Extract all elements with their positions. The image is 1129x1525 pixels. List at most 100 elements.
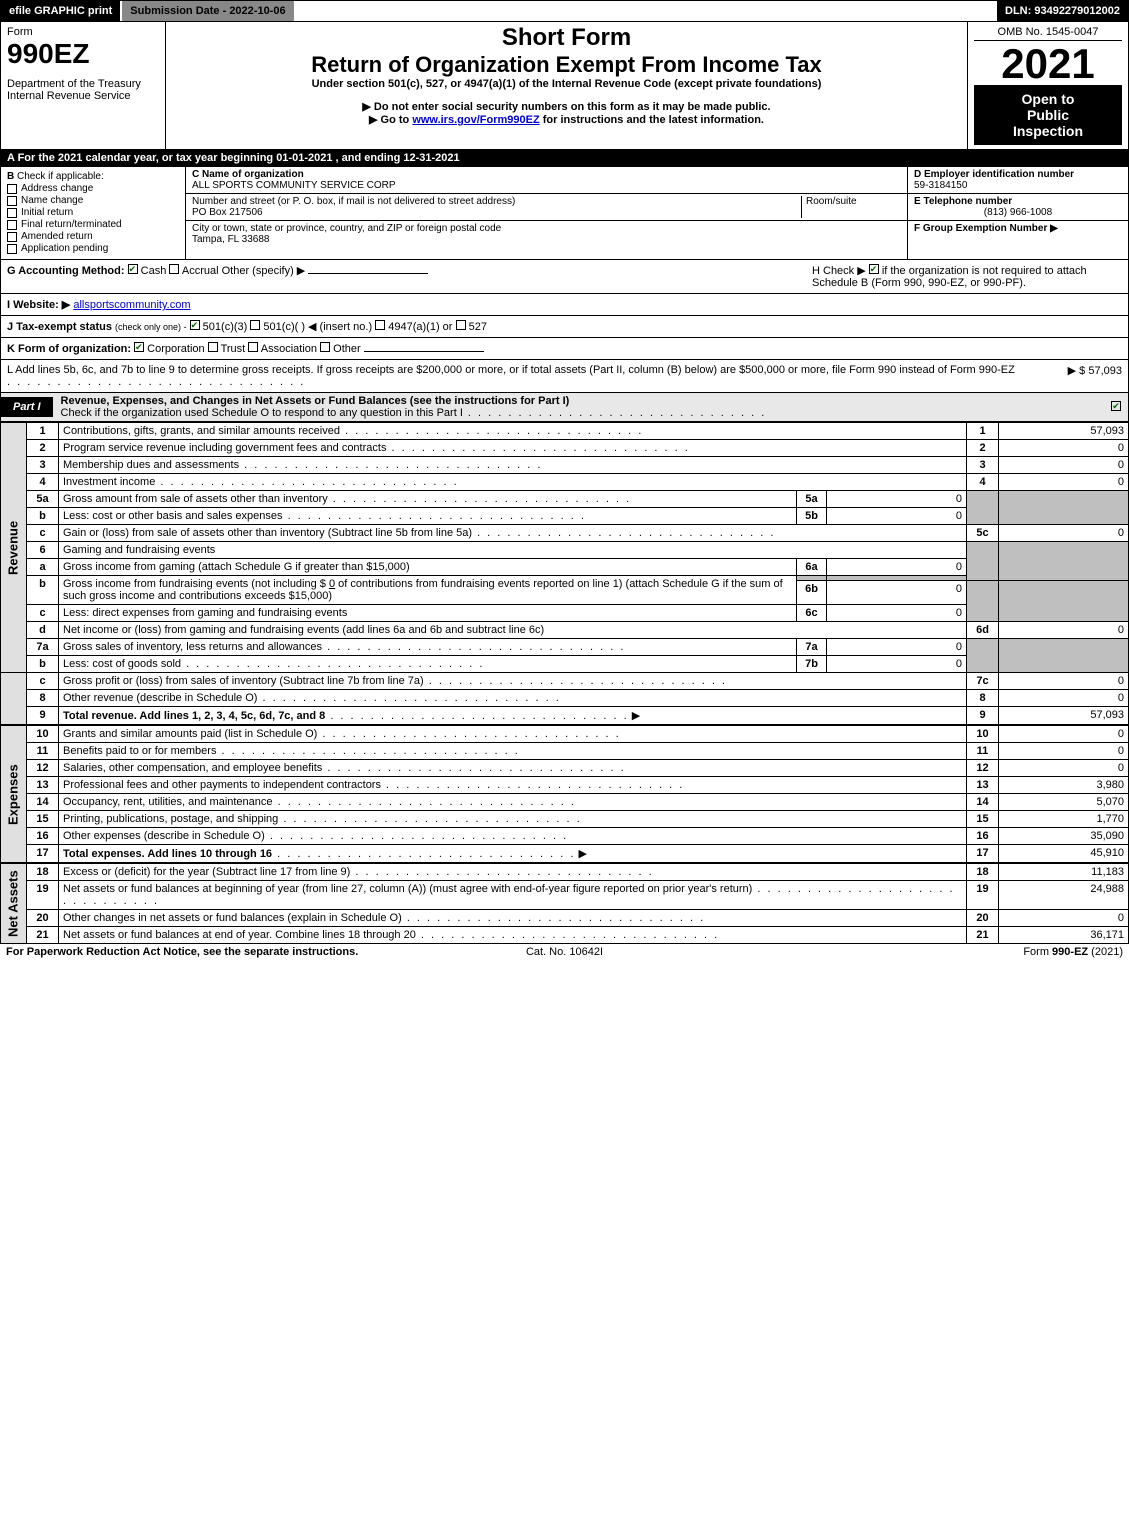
tax-year: 2021 — [974, 43, 1122, 85]
checkbox-accrual[interactable] — [169, 264, 179, 274]
checkbox-corporation[interactable] — [134, 342, 144, 352]
line-5a-no: 5a — [27, 491, 59, 508]
line-6b-no: b — [27, 576, 59, 605]
column-def: D Employer identification number 59-3184… — [908, 167, 1128, 259]
line-10-desc: Grants and similar amounts paid (list in… — [59, 726, 967, 743]
l-text: L Add lines 5b, 6c, and 7b to line 9 to … — [7, 364, 1015, 376]
line-5c-desc: Gain or (loss) from sale of assets other… — [59, 525, 967, 542]
ein-cell: D Employer identification number 59-3184… — [908, 167, 1128, 194]
short-form-label: Short Form — [172, 24, 961, 52]
section-gh: G Accounting Method: Cash Accrual Other … — [0, 260, 1129, 294]
c-name-label: C Name of organization — [192, 169, 304, 180]
website-link[interactable]: allsportscommunity.com — [73, 299, 190, 311]
line-2-no: 2 — [27, 440, 59, 457]
line-9-desc: Total revenue. Add lines 1, 2, 3, 4, 5c,… — [59, 707, 967, 725]
line-15-no: 15 — [27, 811, 59, 828]
k-corporation: Corporation — [147, 343, 204, 355]
line-21-col: 21 — [967, 927, 999, 944]
line-4-col: 4 — [967, 474, 999, 491]
line-6bc-greyval — [999, 581, 1129, 622]
line-5ab-greycol — [967, 491, 999, 525]
checkbox-schedule-o[interactable] — [1111, 401, 1121, 411]
line-4-val: 0 — [999, 474, 1129, 491]
ein-label: D Employer identification number — [914, 169, 1074, 180]
checkbox-name-change[interactable] — [7, 196, 17, 206]
line-6b-sub: 6b — [797, 581, 827, 605]
checkbox-final-return[interactable] — [7, 220, 17, 230]
open-line-3: Inspection — [978, 123, 1118, 139]
checkbox-association[interactable] — [248, 342, 258, 352]
b-check-label: Check if applicable: — [17, 171, 104, 182]
addr-label: Number and street (or P. O. box, if mail… — [192, 196, 801, 207]
net-assets-side-label: Net Assets — [1, 864, 27, 944]
checkbox-amended-return[interactable] — [7, 232, 17, 242]
part-1-header: Part I Revenue, Expenses, and Changes in… — [0, 393, 1129, 422]
line-18-desc: Excess or (deficit) for the year (Subtra… — [59, 864, 967, 881]
footer-mid: Cat. No. 10642I — [378, 946, 750, 958]
footer-left: For Paperwork Reduction Act Notice, see … — [6, 946, 378, 958]
line-8-col: 8 — [967, 690, 999, 707]
h-pre: H Check ▶ — [812, 265, 869, 277]
line-5a-subval: 0 — [827, 491, 967, 508]
line-18-no: 18 — [27, 864, 59, 881]
line-7a-sub: 7a — [797, 639, 827, 656]
line-18-col: 18 — [967, 864, 999, 881]
footer-form-no: 990-EZ — [1052, 946, 1088, 958]
line-2-val: 0 — [999, 440, 1129, 457]
city-cell: City or town, state or province, country… — [186, 221, 907, 247]
checkbox-address-change[interactable] — [7, 184, 17, 194]
page-footer: For Paperwork Reduction Act Notice, see … — [0, 944, 1129, 960]
line-13-desc: Professional fees and other payments to … — [59, 777, 967, 794]
line-6c-subval: 0 — [827, 605, 967, 622]
checkbox-application-pending[interactable] — [7, 244, 17, 254]
opt-amended-return: Amended return — [21, 231, 93, 242]
instruction-2: ▶ Go to www.irs.gov/Form990EZ for instru… — [172, 113, 961, 126]
dept-treasury: Department of the Treasury — [7, 78, 159, 90]
line-9-no: 9 — [27, 707, 59, 725]
org-name: ALL SPORTS COMMUNITY SERVICE CORP — [192, 180, 901, 191]
return-title: Return of Organization Exempt From Incom… — [172, 52, 961, 78]
line-16-desc: Other expenses (describe in Schedule O) — [59, 828, 967, 845]
g-label: G Accounting Method: — [7, 265, 125, 277]
j-501c3: 501(c)(3) — [203, 321, 248, 333]
checkbox-h[interactable] — [869, 264, 879, 274]
line-3-col: 3 — [967, 457, 999, 474]
checkbox-cash[interactable] — [128, 264, 138, 274]
line-19-no: 19 — [27, 881, 59, 910]
line-17-desc: Total expenses. Add lines 10 through 16 — [59, 845, 967, 863]
line-6d-no: d — [27, 622, 59, 639]
line-7b-desc: Less: cost of goods sold — [59, 656, 797, 673]
efile-print-button[interactable]: efile GRAPHIC print — [1, 1, 122, 21]
g-other-blank — [308, 273, 428, 274]
opt-initial-return: Initial return — [21, 207, 73, 218]
line-15-desc: Printing, publications, postage, and shi… — [59, 811, 967, 828]
group-exemption-label: F Group Exemption Number ▶ — [914, 223, 1058, 234]
city-label: City or town, state or province, country… — [192, 223, 901, 234]
i-label: I Website: ▶ — [7, 299, 70, 311]
checkbox-527[interactable] — [456, 320, 466, 330]
checkbox-initial-return[interactable] — [7, 208, 17, 218]
instr2-post: for instructions and the latest informat… — [540, 114, 764, 126]
revenue-side-label-2 — [1, 673, 27, 725]
checkbox-other-org[interactable] — [320, 342, 330, 352]
line-7a-desc: Gross sales of inventory, less returns a… — [59, 639, 797, 656]
checkbox-501c[interactable] — [250, 320, 260, 330]
phone-cell: E Telephone number (813) 966-1008 — [908, 194, 1128, 221]
form-label: Form — [7, 26, 159, 38]
revenue-table: Revenue 1 Contributions, gifts, grants, … — [0, 422, 1129, 725]
line-12-col: 12 — [967, 760, 999, 777]
line-8-no: 8 — [27, 690, 59, 707]
line-8-val: 0 — [999, 690, 1129, 707]
line-7c-val: 0 — [999, 673, 1129, 690]
j-sub: (check only one) - — [115, 322, 187, 332]
phone-value: (813) 966-1008 — [914, 207, 1122, 218]
checkbox-501c3[interactable] — [190, 320, 200, 330]
checkbox-trust[interactable] — [208, 342, 218, 352]
line-6a-desc: Gross income from gaming (attach Schedul… — [59, 559, 797, 576]
line-6a-no: a — [27, 559, 59, 576]
line-14-col: 14 — [967, 794, 999, 811]
irs-link[interactable]: www.irs.gov/Form990EZ — [412, 114, 539, 126]
checkbox-4947[interactable] — [375, 320, 385, 330]
net-assets-table: Net Assets 18 Excess or (deficit) for th… — [0, 863, 1129, 944]
group-exemption-cell: F Group Exemption Number ▶ — [908, 221, 1128, 259]
